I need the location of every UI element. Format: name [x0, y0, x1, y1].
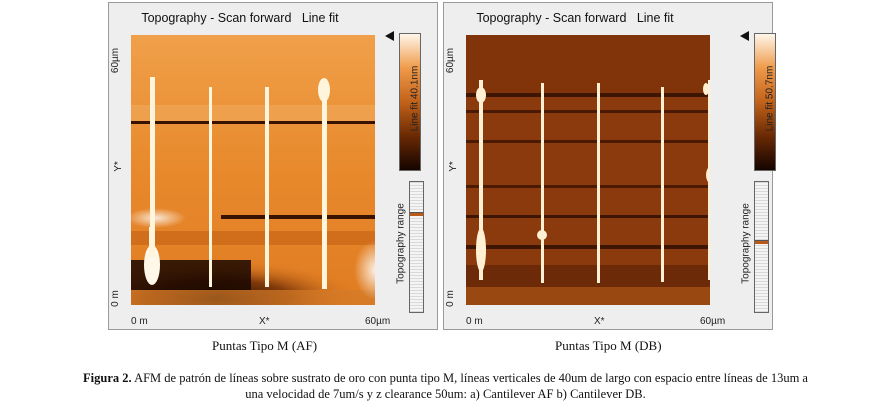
colorbar-label: Line fit 40.1nm — [409, 65, 421, 132]
y-axis-bottom-label: 0 m — [109, 290, 121, 307]
y-axis-top-label: 60µm — [445, 47, 457, 74]
caption-af: Puntas Tipo M (AF) — [212, 338, 318, 353]
x-axis-mid-label: X* — [259, 316, 270, 327]
afm-panel-db: Topography - Scan forward Line fit 60µm … — [443, 2, 776, 330]
y-axis-top-label: 60µm — [110, 47, 122, 74]
panel-title: Topography - Scan forward Line fit — [141, 11, 339, 25]
topography-range-label: Topography range — [740, 203, 752, 284]
y-axis-mid-label: Y* — [447, 161, 459, 172]
range-marker — [410, 212, 423, 216]
topography-scan-image — [131, 35, 375, 305]
x-axis-right-label: 60µm — [700, 316, 726, 327]
x-axis-mid-label: X* — [594, 316, 605, 327]
colorbar-pointer-icon — [385, 31, 394, 41]
x-axis-left-label: 0 m — [466, 316, 483, 327]
x-axis-left-label: 0 m — [131, 316, 148, 327]
afm-panel-af: Topography - Scan forward Line fit 60µm … — [108, 2, 438, 330]
caption-db: Puntas Tipo M (DB) — [555, 338, 662, 353]
topography-range-bar — [754, 181, 769, 313]
range-marker — [755, 240, 768, 244]
figure-caption-line2: una velocidad de 7um/s y z clearance 50u… — [245, 387, 646, 401]
figure-text-line1: AFM de patrón de líneas sobre sustrato d… — [134, 371, 808, 385]
figure-caption: Figura 2. AFM de patrón de líneas sobre … — [0, 370, 891, 402]
y-axis-mid-label: Y* — [112, 161, 124, 172]
topography-range-bar — [409, 181, 424, 313]
figure-label: Figura 2. — [83, 371, 132, 385]
topography-scan-image — [466, 35, 710, 305]
y-axis-bottom-label: 0 m — [444, 290, 456, 307]
figure-caption-line1: Figura 2. AFM de patrón de líneas sobre … — [0, 370, 891, 386]
x-axis-right-label: 60µm — [365, 316, 391, 327]
colorbar — [754, 33, 776, 171]
panel-title: Topography - Scan forward Line fit — [476, 11, 674, 25]
colorbar-label: Line fit 50.7nm — [764, 65, 776, 132]
colorbar — [399, 33, 421, 171]
topography-range-label: Topography range — [395, 203, 407, 284]
colorbar-pointer-icon — [740, 31, 749, 41]
